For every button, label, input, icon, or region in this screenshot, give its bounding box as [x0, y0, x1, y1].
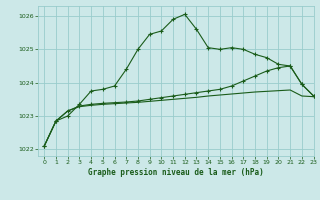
X-axis label: Graphe pression niveau de la mer (hPa): Graphe pression niveau de la mer (hPa): [88, 168, 264, 177]
